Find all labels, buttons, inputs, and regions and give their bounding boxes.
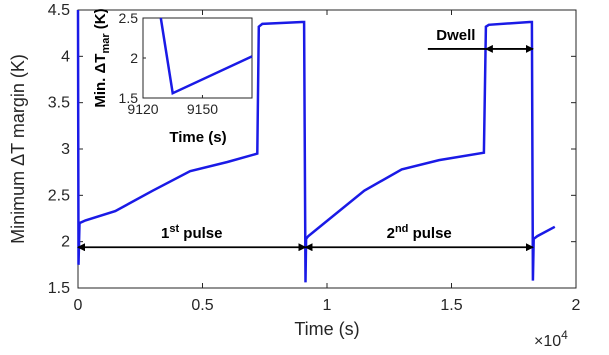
inset-y-tick-label: 2.5 <box>119 10 139 26</box>
pulse1-label: 1st pulse <box>161 223 222 242</box>
y-tick-label: 1.5 <box>48 280 70 297</box>
x-tick-label: 0.5 <box>191 297 213 314</box>
y-axis-label: Minimum ΔT margin (K) <box>8 54 28 244</box>
x-tick-label: 0 <box>74 297 83 314</box>
y-axis-ticks: 1.5 2 2.5 3 3.5 4 4.5 <box>48 2 576 297</box>
pulse2-label: 2nd pulse <box>387 223 452 242</box>
inset-x-axis-label: Time (s) <box>169 129 226 146</box>
y-tick-label: 4 <box>61 48 70 65</box>
x-axis-exponent: ×104 <box>534 328 568 350</box>
inset-y-ticks: 1.5 2 2.5 <box>119 10 146 106</box>
y-tick-label: 2.5 <box>48 187 70 204</box>
y-tick-label: 4.5 <box>48 2 70 19</box>
inset-y-axis-label: Min. ΔTmar (K) <box>92 8 112 107</box>
x-axis-ticks: 0 0.5 1 1.5 2 <box>74 10 581 314</box>
y-tick-label: 2 <box>61 234 70 251</box>
inset-x-ticks: 9120 9150 <box>127 95 218 117</box>
dwell-label: Dwell <box>436 27 475 44</box>
inset-y-tick-label: 2 <box>130 50 138 66</box>
series-line <box>76 9 556 283</box>
inset-series-line <box>159 17 253 96</box>
x-axis-label: Time (s) <box>294 319 359 339</box>
x-tick-label: 2 <box>572 297 581 314</box>
y-tick-label: 3.5 <box>48 95 70 112</box>
inset-y-tick-label: 1.5 <box>119 90 139 106</box>
x-tick-label: 1 <box>323 297 332 314</box>
inset-x-tick-label: 9150 <box>187 101 218 117</box>
inset: 9120 9150 1.5 2 2.5 Time (s) Min. ΔTmar (K) <box>92 8 253 146</box>
y-tick-label: 3 <box>61 141 70 158</box>
x-tick-label: 1.5 <box>440 297 462 314</box>
inset-x-tick-label: 9120 <box>127 101 158 117</box>
inset-plot-area <box>142 17 253 99</box>
